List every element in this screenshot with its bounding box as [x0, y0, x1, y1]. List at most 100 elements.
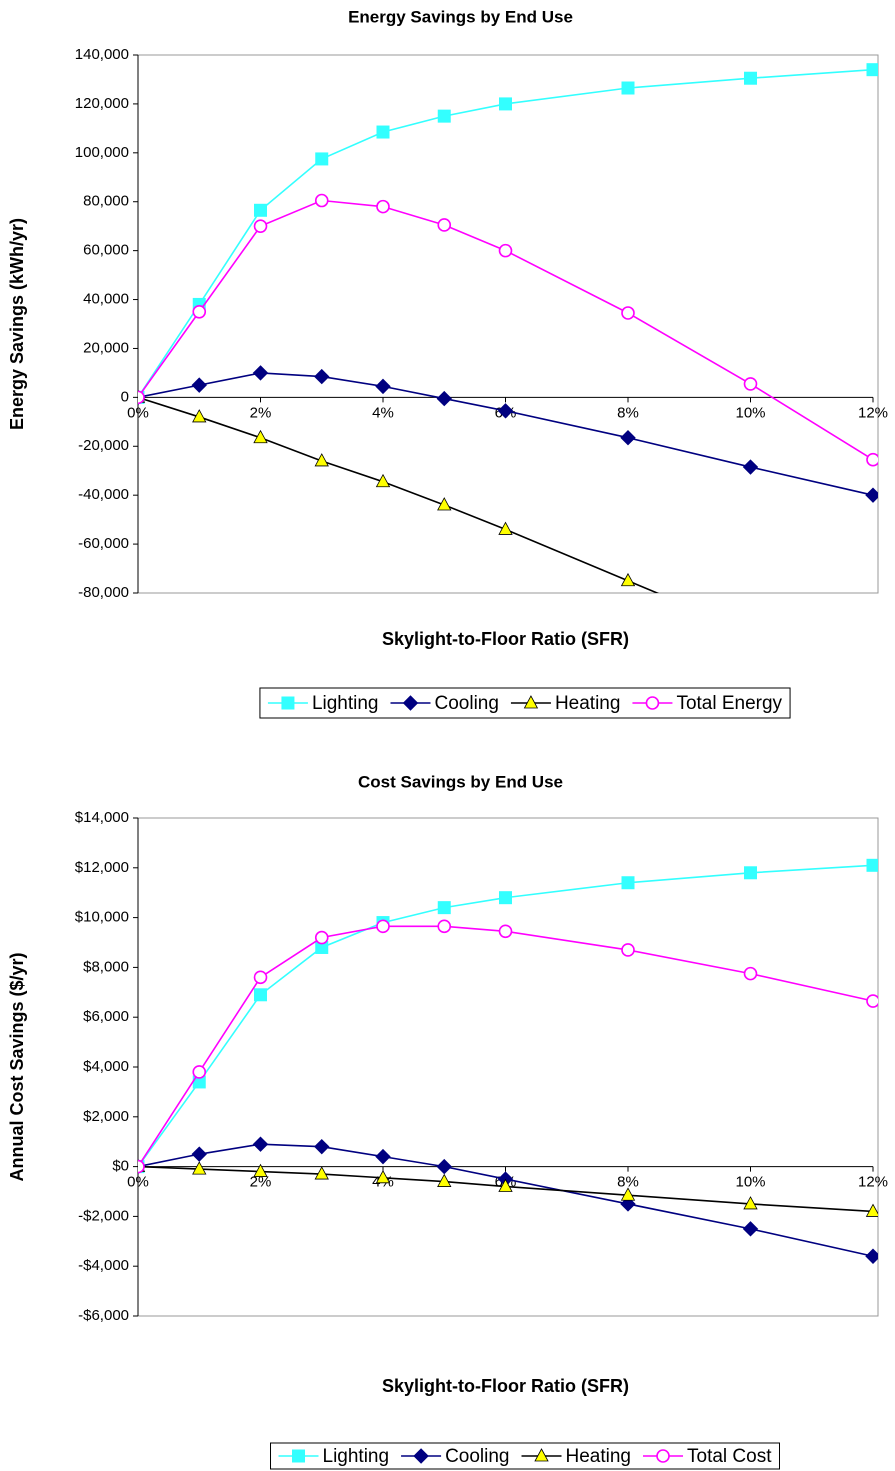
marker: [192, 304, 207, 319]
legend-label: Heating: [555, 693, 621, 714]
chart-title: Cost Savings by End Use: [358, 772, 563, 791]
series-line: [138, 68, 874, 398]
legend-item: Lighting: [267, 693, 379, 714]
marker: [437, 1173, 452, 1187]
marker: [744, 866, 757, 880]
marker: [375, 473, 391, 488]
legend-item: Cooling: [390, 693, 499, 714]
y-tick-label: 120,000: [75, 95, 129, 112]
marker: [437, 497, 452, 511]
marker: [620, 1187, 636, 1201]
y-tick-label: $0: [112, 1158, 129, 1175]
series-line: [138, 396, 660, 593]
marker: [314, 1138, 330, 1155]
marker: [742, 459, 759, 475]
marker: [376, 919, 390, 934]
series-line: [138, 372, 874, 496]
marker: [192, 409, 207, 423]
marker: [866, 452, 878, 467]
x-tick-label: 10%: [735, 404, 765, 421]
plot-area: [137, 54, 879, 594]
marker: [314, 1166, 329, 1180]
series-line: [138, 1165, 874, 1213]
y-tick-label: -60,000: [78, 535, 129, 552]
legend: Lighting Cooling Heating Total Energy: [259, 687, 791, 719]
series-line: [138, 925, 874, 1168]
y-tick-label: -$4,000: [78, 1257, 129, 1274]
y-tick-label: $14,000: [75, 809, 129, 826]
marker: [867, 676, 880, 688]
marker: [191, 377, 207, 393]
marker: [375, 378, 391, 395]
x-tick-label: 0%: [127, 1174, 149, 1191]
plot: [138, 63, 880, 688]
y-tick-label: -80,000: [78, 584, 129, 601]
marker: [253, 219, 268, 233]
marker: [621, 306, 635, 320]
legend-label: Cooling: [435, 693, 499, 714]
y-tick-label: $2,000: [83, 1108, 129, 1125]
marker: [252, 1136, 269, 1152]
y-tick-label: $4,000: [83, 1058, 129, 1075]
y-tick-label: -$2,000: [78, 1207, 129, 1224]
marker: [866, 63, 878, 77]
y-tick-label: $10,000: [75, 909, 129, 926]
marker: [436, 1158, 452, 1175]
marker: [376, 125, 390, 139]
marker: [281, 696, 295, 710]
x-axis-title: Skylight-to-Floor Ratio (SFR): [382, 629, 629, 649]
marker: [314, 930, 329, 945]
marker: [253, 1163, 268, 1177]
marker: [192, 1161, 207, 1175]
marker: [645, 696, 660, 710]
marker: [254, 988, 267, 1002]
series-line: [138, 1143, 874, 1258]
marker: [744, 71, 757, 85]
y-tick-label: $8,000: [83, 958, 129, 975]
marker: [620, 572, 636, 587]
legend-item: Cooling: [401, 1446, 510, 1467]
legend: Lighting Cooling Heating Total Cost: [270, 1442, 780, 1470]
marker: [534, 1448, 549, 1462]
legend-item: Lighting: [278, 1446, 389, 1467]
y-tick-label: $12,000: [75, 859, 129, 876]
marker: [742, 1221, 759, 1237]
x-tick-label: 2%: [250, 1174, 272, 1191]
marker: [523, 695, 539, 709]
marker: [413, 1448, 429, 1464]
marker: [254, 203, 267, 217]
y-tick-label: -$6,000: [78, 1307, 129, 1324]
y-tick-label: 0: [121, 388, 129, 405]
legend-label: Heating: [566, 1446, 632, 1467]
marker: [314, 453, 329, 467]
marker: [498, 924, 513, 939]
x-tick-label: 0%: [127, 404, 149, 421]
marker: [743, 966, 758, 981]
marker: [314, 193, 329, 208]
x-tick-label: 8%: [617, 1174, 639, 1191]
legend-label: Lighting: [312, 693, 379, 714]
plot: [138, 858, 878, 1264]
marker: [192, 1065, 207, 1079]
marker: [621, 81, 635, 95]
marker: [865, 1248, 878, 1264]
marker: [314, 368, 330, 385]
y-tick-label: 40,000: [83, 291, 129, 308]
marker: [866, 858, 878, 872]
y-tick-label: 100,000: [75, 144, 129, 161]
y-axis-title: Energy Savings (kWh/yr): [7, 218, 27, 430]
marker: [865, 1203, 878, 1217]
marker: [498, 243, 513, 258]
marker: [138, 1159, 145, 1174]
marker: [437, 109, 451, 123]
y-tick-label: 60,000: [83, 242, 129, 259]
marker: [437, 218, 452, 232]
y-tick-label: 140,000: [75, 46, 129, 63]
legend-item: Total Cost: [643, 1446, 772, 1467]
x-tick-label: 2%: [250, 404, 272, 421]
marker: [375, 1148, 391, 1165]
x-tick-label: 12%: [858, 1174, 888, 1191]
marker: [866, 994, 878, 1008]
x-tick-label: 4%: [372, 404, 394, 421]
